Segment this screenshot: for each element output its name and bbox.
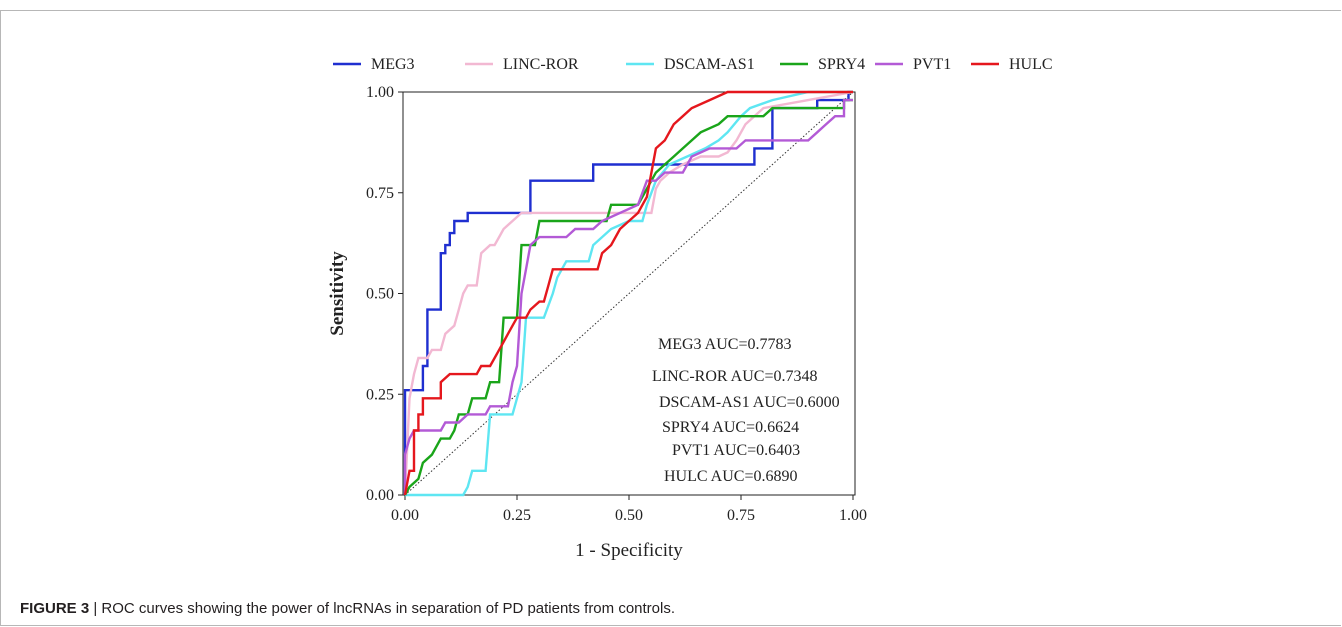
x-tick-label: 0.00 (391, 507, 419, 524)
auc-annotation: LINC-ROR AUC=0.7348 (652, 368, 817, 385)
chart-axes: 0.00 0.25 0.50 0.75 1.00 0.00 0.25 0.50 0.75 1.00… (327, 84, 867, 561)
figure-caption: FIGURE 3 | ROC curves showing the power … (20, 600, 675, 617)
legend-label-linc-ror: LINC-ROR (503, 56, 579, 73)
legend-label-hulc: HULC (1009, 56, 1053, 73)
figure-frame (0, 10, 1341, 626)
y-tick-label: 0.00 (366, 487, 394, 504)
reference-diagonal (404, 91, 854, 496)
auc-annotations: MEG3 AUC=0.7783 LINC-ROR AUC=0.7348 DSCAM-… (652, 336, 840, 485)
x-tick-label: 0.75 (727, 507, 755, 524)
chart-curves (403, 90, 854, 497)
y-tick-label: 0.50 (366, 286, 394, 303)
auc-annotation: HULC AUC=0.6890 (664, 468, 797, 485)
roc-curve-pvt1 (403, 98, 853, 495)
roc-curve-linc-ror (403, 90, 854, 496)
roc-curve-spry4 (403, 98, 853, 496)
roc-curve-hulc (403, 90, 853, 496)
y-tick-label: 0.75 (366, 185, 394, 202)
caption-separator: | (89, 600, 102, 617)
x-tick-label: 0.50 (615, 507, 643, 524)
y-axis-label: Sensitivity (327, 251, 348, 336)
legend-label-spry4: SPRY4 (818, 56, 865, 73)
chart-legend: MEG3 LINC-ROR DSCAM-AS1 SPRY4 PVT1 HULC (333, 56, 1053, 73)
legend-label-dscam-as1: DSCAM-AS1 (664, 56, 755, 73)
figure-label: FIGURE 3 (20, 600, 90, 617)
auc-annotation: SPRY4 AUC=0.6624 (662, 419, 799, 436)
y-tick-label: 0.25 (366, 386, 394, 403)
x-tick-label: 0.25 (503, 507, 531, 524)
x-axis-label: 1 - Specificity (575, 540, 683, 561)
auc-annotation: MEG3 AUC=0.7783 (658, 336, 791, 353)
legend-label-pvt1: PVT1 (913, 56, 951, 73)
legend-label-meg3: MEG3 (371, 56, 415, 73)
roc-curve-dscam-as1 (405, 90, 853, 497)
auc-annotation: DSCAM-AS1 AUC=0.6000 (659, 394, 840, 411)
auc-annotation: PVT1 AUC=0.6403 (672, 442, 800, 459)
y-tick-label: 1.00 (366, 84, 394, 101)
caption-text: ROC curves showing the power of lncRNAs … (101, 600, 676, 617)
x-tick-label: 1.00 (839, 507, 867, 524)
roc-chart: MEG3 LINC-ROR DSCAM-AS1 SPRY4 PVT1 HULC 0.00 0… (327, 56, 1053, 561)
